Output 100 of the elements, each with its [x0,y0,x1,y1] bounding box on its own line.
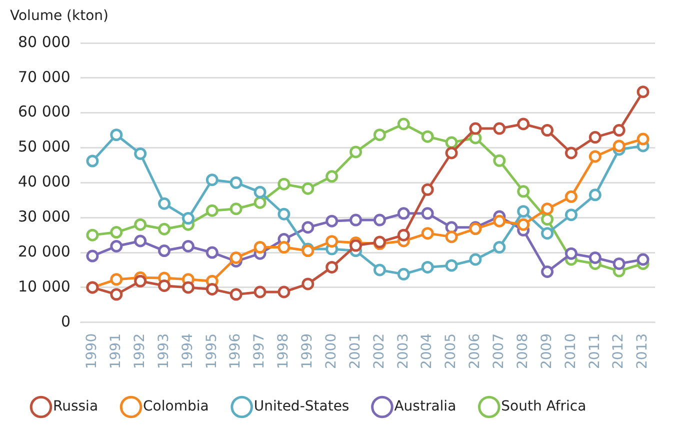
point [517,185,530,198]
point [588,252,602,264]
point [278,241,290,254]
point [445,259,458,272]
point [302,182,314,195]
point [588,131,602,144]
point [541,227,554,240]
point [86,154,99,168]
point [350,239,362,252]
point [564,190,578,203]
point [493,154,506,167]
point [445,146,458,160]
point [517,218,530,231]
x-tick-label: 2009 [538,333,555,370]
point [564,247,578,260]
point [254,241,266,254]
point [182,281,194,294]
point [134,274,147,288]
point [134,218,147,231]
y-tick-label: 70 000 [18,68,70,86]
y-tick-label: 60 000 [18,102,70,121]
x-tick-label: 1997 [252,333,268,370]
point [182,212,194,225]
point [158,244,171,258]
point [421,130,434,143]
point [421,260,434,274]
point [493,122,506,135]
point [612,124,626,137]
y-axis-title: Volume (kton) [10,8,110,24]
x-tick-label: 2008 [514,333,531,370]
point [541,124,554,137]
point [541,213,554,226]
point [110,240,123,252]
point [373,128,386,142]
point [397,228,410,242]
point [86,250,99,262]
x-tick-label: 2005 [443,333,460,370]
point [588,150,602,163]
legend-label: Colombia [143,398,209,415]
x-tick-label: 2007 [491,333,508,370]
x-tick-label: 1993 [156,333,172,370]
x-tick-label: 1999 [300,333,316,370]
point [326,235,338,248]
x-tick-label: 1996 [228,333,244,370]
point [469,122,482,135]
point [493,214,506,228]
point [302,221,314,234]
point [397,268,410,280]
point [158,222,171,236]
point [373,214,386,226]
point [254,196,266,209]
legend-label: Russia [53,398,98,415]
point [254,286,266,298]
y-tick-label: 30 000 [18,208,70,226]
y-tick-label: 0 [60,312,70,330]
point [636,132,650,146]
legend-label: United-States [254,398,350,415]
point [636,253,650,266]
point [421,227,434,240]
point [612,140,626,152]
x-tick-label: 2002 [371,333,388,370]
point [564,146,578,160]
point [397,118,410,130]
y-tick-label: 20 000 [18,242,70,260]
point [421,207,434,220]
x-tick-label: 2003 [395,333,412,370]
point [158,197,171,210]
x-tick-label: 2010 [562,333,579,370]
point [445,136,458,149]
point [230,288,242,301]
x-tick-label: 1998 [276,333,292,370]
x-tick-label: 1994 [180,333,196,370]
point [445,230,458,244]
point [278,286,290,298]
point [110,128,123,142]
point [278,208,290,220]
point [86,228,99,242]
point [541,265,554,278]
point [326,260,338,274]
x-tick-label: 2013 [634,333,651,370]
point [326,214,338,228]
point [110,288,123,301]
point [350,146,362,158]
point [254,186,266,198]
point [158,279,171,292]
point [541,202,554,216]
point [588,188,602,202]
point [182,240,194,252]
y-tick-label: 50 000 [18,138,70,156]
point [110,273,123,286]
point [206,204,218,217]
x-tick-label: 1992 [132,333,148,370]
x-tick-label: 2001 [347,333,364,370]
point [397,207,410,220]
point [517,118,530,130]
point [206,282,218,296]
point [469,253,482,266]
point [517,205,530,218]
point [636,86,650,98]
point [421,183,434,196]
